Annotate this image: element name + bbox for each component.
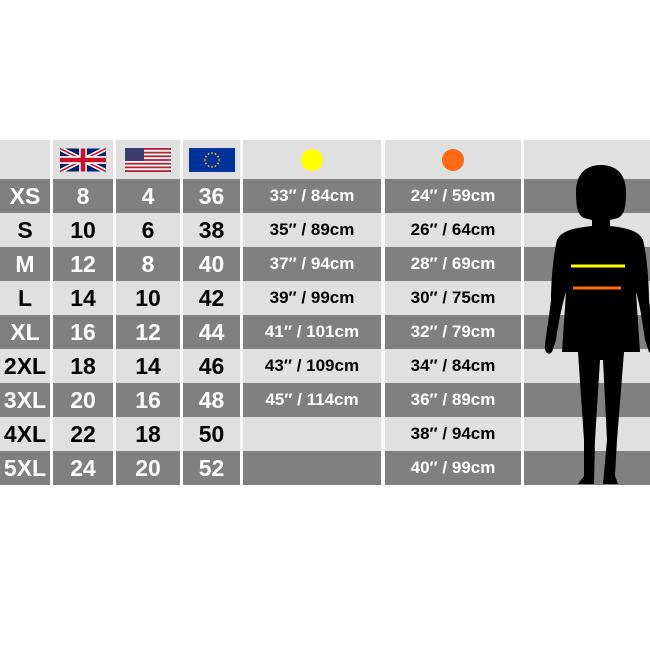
figure-background (524, 315, 650, 349)
figure-background (524, 213, 650, 247)
table-cell-size: 5XL (0, 451, 50, 485)
table-cell-waist: 32″ / 79cm (385, 315, 521, 349)
table-cell-size: S (0, 213, 50, 247)
table-cell-bust: 37″ / 94cm (243, 247, 381, 281)
us-flag-icon (125, 147, 171, 172)
table-cell-us: 6 (116, 213, 180, 247)
uk-flag-icon (60, 147, 106, 172)
table-cell-eu: 52 (183, 451, 240, 485)
table-cell-waist: 40″ / 99cm (385, 451, 521, 485)
yellow-dot-icon (300, 148, 324, 172)
figure-background (524, 247, 650, 281)
table-cell-us: 10 (116, 281, 180, 315)
figure-background (524, 281, 650, 315)
table-cell-waist: 38″ / 94cm (385, 417, 521, 451)
table-cell-waist: 34″ / 84cm (385, 349, 521, 383)
orange-dot-icon (441, 148, 465, 172)
table-cell-uk: 12 (53, 247, 113, 281)
table-cell-bust: 35″ / 89cm (243, 213, 381, 247)
table-cell-uk: 18 (53, 349, 113, 383)
eu-flag-icon (188, 147, 235, 172)
table-cell-eu: 42 (183, 281, 240, 315)
table-cell-uk: 14 (53, 281, 113, 315)
table-cell-bust: 43″ / 109cm (243, 349, 381, 383)
header-cell-figure (524, 140, 650, 179)
table-cell-size: XL (0, 315, 50, 349)
table-cell-us: 18 (116, 417, 180, 451)
table-cell-eu: 50 (183, 417, 240, 451)
table-cell-us: 12 (116, 315, 180, 349)
table-cell-waist: 26″ / 64cm (385, 213, 521, 247)
table-cell-bust (243, 451, 381, 485)
figure-background (524, 383, 650, 417)
table-cell-waist: 36″ / 89cm (385, 383, 521, 417)
header-cell-us (116, 140, 180, 179)
table-cell-uk: 8 (53, 179, 113, 213)
table-cell-bust: 33″ / 84cm (243, 179, 381, 213)
table-cell-us: 20 (116, 451, 180, 485)
table-cell-eu: 40 (183, 247, 240, 281)
table-cell-size: XS (0, 179, 50, 213)
header-cell-bust (243, 140, 381, 179)
table-cell-us: 8 (116, 247, 180, 281)
header-cell-waist (385, 140, 521, 179)
table-cell-bust (243, 417, 381, 451)
table-cell-waist: 24″ / 59cm (385, 179, 521, 213)
table-cell-bust: 41″ / 101cm (243, 315, 381, 349)
header-cell-uk (53, 140, 113, 179)
table-cell-uk: 16 (53, 315, 113, 349)
table-cell-eu: 48 (183, 383, 240, 417)
table-cell-waist: 30″ / 75cm (385, 281, 521, 315)
table-cell-uk: 10 (53, 213, 113, 247)
table-cell-size: L (0, 281, 50, 315)
table-cell-size: 4XL (0, 417, 50, 451)
figure-background (524, 417, 650, 451)
table-cell-eu: 38 (183, 213, 240, 247)
table-cell-eu: 46 (183, 349, 240, 383)
figure-background (524, 179, 650, 213)
table-cell-uk: 22 (53, 417, 113, 451)
table-cell-uk: 20 (53, 383, 113, 417)
header-cell-eu (183, 140, 240, 179)
table-cell-us: 4 (116, 179, 180, 213)
table-cell-size: M (0, 247, 50, 281)
table-cell-eu: 36 (183, 179, 240, 213)
table-cell-bust: 39″ / 99cm (243, 281, 381, 315)
table-cell-waist: 28″ / 69cm (385, 247, 521, 281)
table-cell-us: 16 (116, 383, 180, 417)
figure-background (524, 451, 650, 485)
figure-background (524, 349, 650, 383)
table-cell-bust: 45″ / 114cm (243, 383, 381, 417)
table-cell-uk: 24 (53, 451, 113, 485)
header-cell-size (0, 140, 50, 179)
table-cell-us: 14 (116, 349, 180, 383)
table-cell-size: 3XL (0, 383, 50, 417)
table-cell-size: 2XL (0, 349, 50, 383)
table-cell-eu: 44 (183, 315, 240, 349)
